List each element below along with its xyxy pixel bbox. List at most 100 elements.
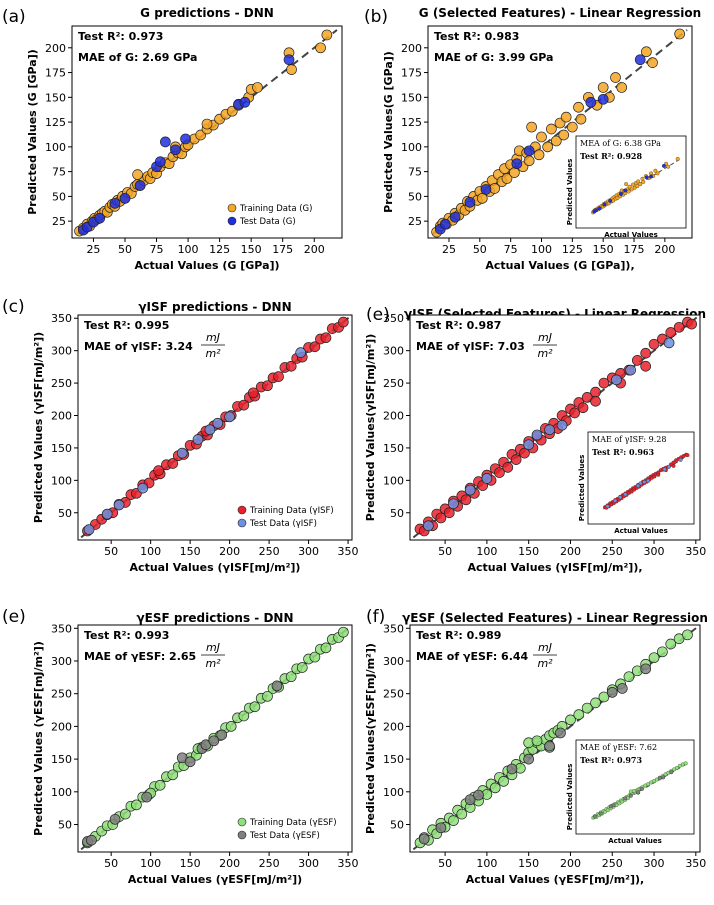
- y-tick-label: 150: [383, 442, 404, 455]
- training-point: [489, 782, 501, 794]
- inset-point: [638, 182, 643, 187]
- training-point: [249, 701, 261, 713]
- test-point: [134, 180, 146, 191]
- legend-label: Training Data (γISF): [249, 506, 334, 516]
- training-point: [476, 193, 488, 204]
- training-point: [315, 42, 326, 54]
- inset-point: [592, 814, 597, 819]
- training-point: [566, 121, 578, 133]
- x-tick-label: 25: [442, 243, 456, 256]
- panel-letter: (e): [2, 607, 26, 627]
- training-point: [558, 129, 570, 141]
- training-point: [435, 512, 447, 524]
- chart-title: G (Selected Features) - Linear Regressio…: [419, 6, 701, 20]
- y-axis-label: Predicted Values(γISF[mJ/m²]): [364, 334, 377, 521]
- test-point: [224, 411, 235, 423]
- inset-point: [608, 198, 613, 203]
- inset-point: [594, 208, 598, 213]
- training-point: [665, 327, 677, 338]
- y-tick-label: 100: [51, 474, 72, 487]
- test-point: [511, 158, 523, 170]
- y-tick-label: 100: [383, 474, 404, 487]
- test-point: [640, 663, 652, 675]
- y-tick-label: 50: [390, 819, 404, 832]
- training-point: [519, 447, 530, 459]
- training-point: [320, 642, 332, 654]
- test-point: [531, 429, 543, 441]
- legend-marker: [227, 216, 237, 226]
- y-tick-label: 350: [51, 622, 72, 635]
- legend-marker: [227, 203, 237, 213]
- test-point: [480, 184, 492, 195]
- x-tick-label: 250: [602, 545, 623, 558]
- x-tick-label: 200: [219, 857, 240, 870]
- training-point: [320, 332, 332, 344]
- training-point: [225, 721, 237, 732]
- inset-point: [627, 184, 632, 189]
- y-tick-label: 125: [401, 116, 422, 129]
- legend-label: Training Data (γESF): [249, 818, 337, 828]
- training-point: [647, 57, 658, 69]
- training-point: [641, 46, 652, 58]
- test-point: [616, 683, 628, 694]
- test-point: [585, 96, 597, 108]
- inset-point: [640, 176, 645, 181]
- x-axis-label: Actual Values (G [GPa]),: [485, 259, 634, 272]
- inset-point: [611, 803, 616, 808]
- x-tick-label: 250: [602, 857, 623, 870]
- y-tick-label: 150: [383, 753, 404, 766]
- y-tick-label: 200: [51, 410, 72, 423]
- training-point: [616, 82, 628, 93]
- x-tick-label: 150: [180, 857, 201, 870]
- training-point: [665, 638, 677, 650]
- mae-annotation: MAE of γISF: 3.24: [84, 340, 193, 353]
- x-tick-label: 200: [304, 243, 325, 256]
- inset-r2: Test R²: 0.963: [592, 447, 654, 457]
- inset-point: [636, 483, 640, 488]
- unit-numerator: mJ: [538, 331, 552, 344]
- x-tick-label: 50: [438, 545, 452, 558]
- x-tick-label: 350: [338, 857, 359, 870]
- unit-denominator: m²: [205, 347, 221, 360]
- test-point: [141, 791, 153, 803]
- training-point: [120, 808, 131, 820]
- chart-title: γISF predictions - DNN: [138, 300, 291, 314]
- inset-point: [631, 182, 635, 187]
- training-point: [285, 360, 297, 372]
- y-tick-label: 150: [51, 753, 72, 766]
- training-point: [542, 141, 554, 153]
- test-point: [556, 419, 568, 431]
- legend-marker: [237, 518, 247, 528]
- inset-point: [683, 761, 688, 766]
- inset-point: [642, 480, 647, 484]
- inset-point: [613, 498, 618, 503]
- training-point: [550, 135, 562, 147]
- x-tick-label: 300: [644, 545, 665, 558]
- panel-letter: (f): [366, 607, 385, 627]
- x-tick-label: 175: [272, 243, 293, 256]
- x-axis-label: Actual Values (γESF[mJ/m²]): [128, 873, 302, 886]
- inset-mae: MAE of γESF: 7.62: [580, 743, 657, 752]
- test-point: [439, 218, 451, 230]
- x-tick-label: 25: [86, 243, 100, 256]
- test-point: [597, 93, 609, 105]
- training-point: [309, 651, 321, 663]
- inset-point: [675, 765, 679, 770]
- y-tick-label: 250: [383, 688, 404, 701]
- training-point: [262, 690, 273, 702]
- training-point: [510, 454, 522, 465]
- inset-point: [641, 179, 646, 184]
- x-axis-label: Actual Values (γISF[mJ/m²]): [130, 561, 301, 574]
- test-point: [663, 337, 675, 349]
- y-tick-label: 200: [51, 720, 72, 733]
- test-point: [481, 473, 493, 484]
- training-point: [640, 360, 652, 372]
- y-tick-label: 100: [51, 786, 72, 799]
- inset-point: [636, 790, 641, 795]
- mae-annotation: MAE of γISF: 7.03: [416, 340, 525, 353]
- test-point: [180, 133, 191, 145]
- training-point: [648, 652, 660, 664]
- training-point: [273, 371, 284, 382]
- training-point: [448, 815, 459, 826]
- training-point: [509, 167, 520, 178]
